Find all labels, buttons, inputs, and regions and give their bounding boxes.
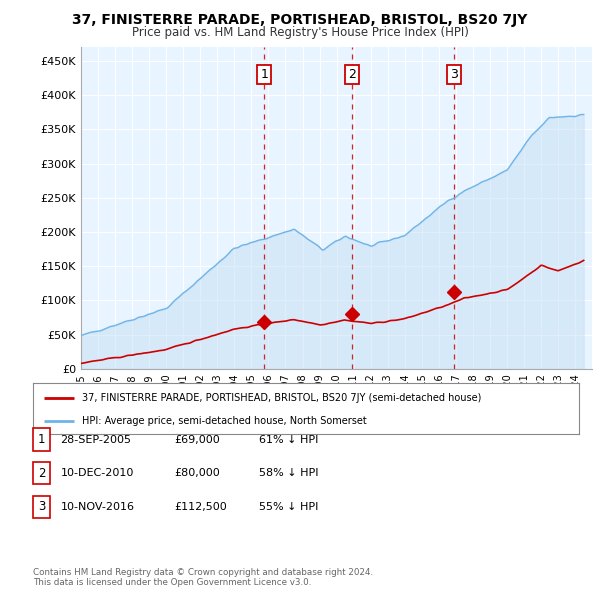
Text: 2: 2 — [349, 68, 356, 81]
Text: 58% ↓ HPI: 58% ↓ HPI — [259, 468, 318, 478]
Text: 3: 3 — [450, 68, 458, 81]
Text: 2: 2 — [38, 467, 45, 480]
Text: 37, FINISTERRE PARADE, PORTISHEAD, BRISTOL, BS20 7JY: 37, FINISTERRE PARADE, PORTISHEAD, BRIST… — [73, 13, 527, 27]
Text: 10-NOV-2016: 10-NOV-2016 — [61, 502, 134, 512]
Text: 1: 1 — [38, 433, 45, 446]
Text: £112,500: £112,500 — [175, 502, 227, 512]
Text: 28-SEP-2005: 28-SEP-2005 — [61, 435, 131, 444]
Text: 3: 3 — [38, 500, 45, 513]
Text: 55% ↓ HPI: 55% ↓ HPI — [259, 502, 318, 512]
Text: £69,000: £69,000 — [175, 435, 220, 444]
Text: Contains HM Land Registry data © Crown copyright and database right 2024.
This d: Contains HM Land Registry data © Crown c… — [33, 568, 373, 587]
Text: Price paid vs. HM Land Registry's House Price Index (HPI): Price paid vs. HM Land Registry's House … — [131, 26, 469, 39]
Text: 37, FINISTERRE PARADE, PORTISHEAD, BRISTOL, BS20 7JY (semi-detached house): 37, FINISTERRE PARADE, PORTISHEAD, BRIST… — [82, 392, 482, 402]
Text: 10-DEC-2010: 10-DEC-2010 — [61, 468, 134, 478]
Text: 1: 1 — [260, 68, 268, 81]
Text: HPI: Average price, semi-detached house, North Somerset: HPI: Average price, semi-detached house,… — [82, 415, 367, 425]
Text: 61% ↓ HPI: 61% ↓ HPI — [259, 435, 318, 444]
Text: £80,000: £80,000 — [175, 468, 220, 478]
